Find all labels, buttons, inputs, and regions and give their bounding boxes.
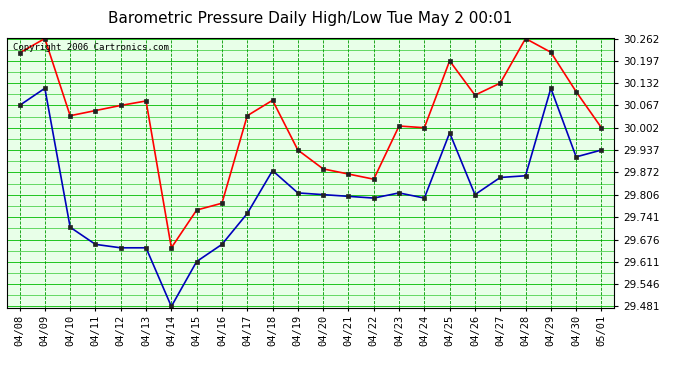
Text: Copyright 2006 Cartronics.com: Copyright 2006 Cartronics.com [13,43,169,52]
Text: Barometric Pressure Daily High/Low Tue May 2 00:01: Barometric Pressure Daily High/Low Tue M… [108,11,513,26]
